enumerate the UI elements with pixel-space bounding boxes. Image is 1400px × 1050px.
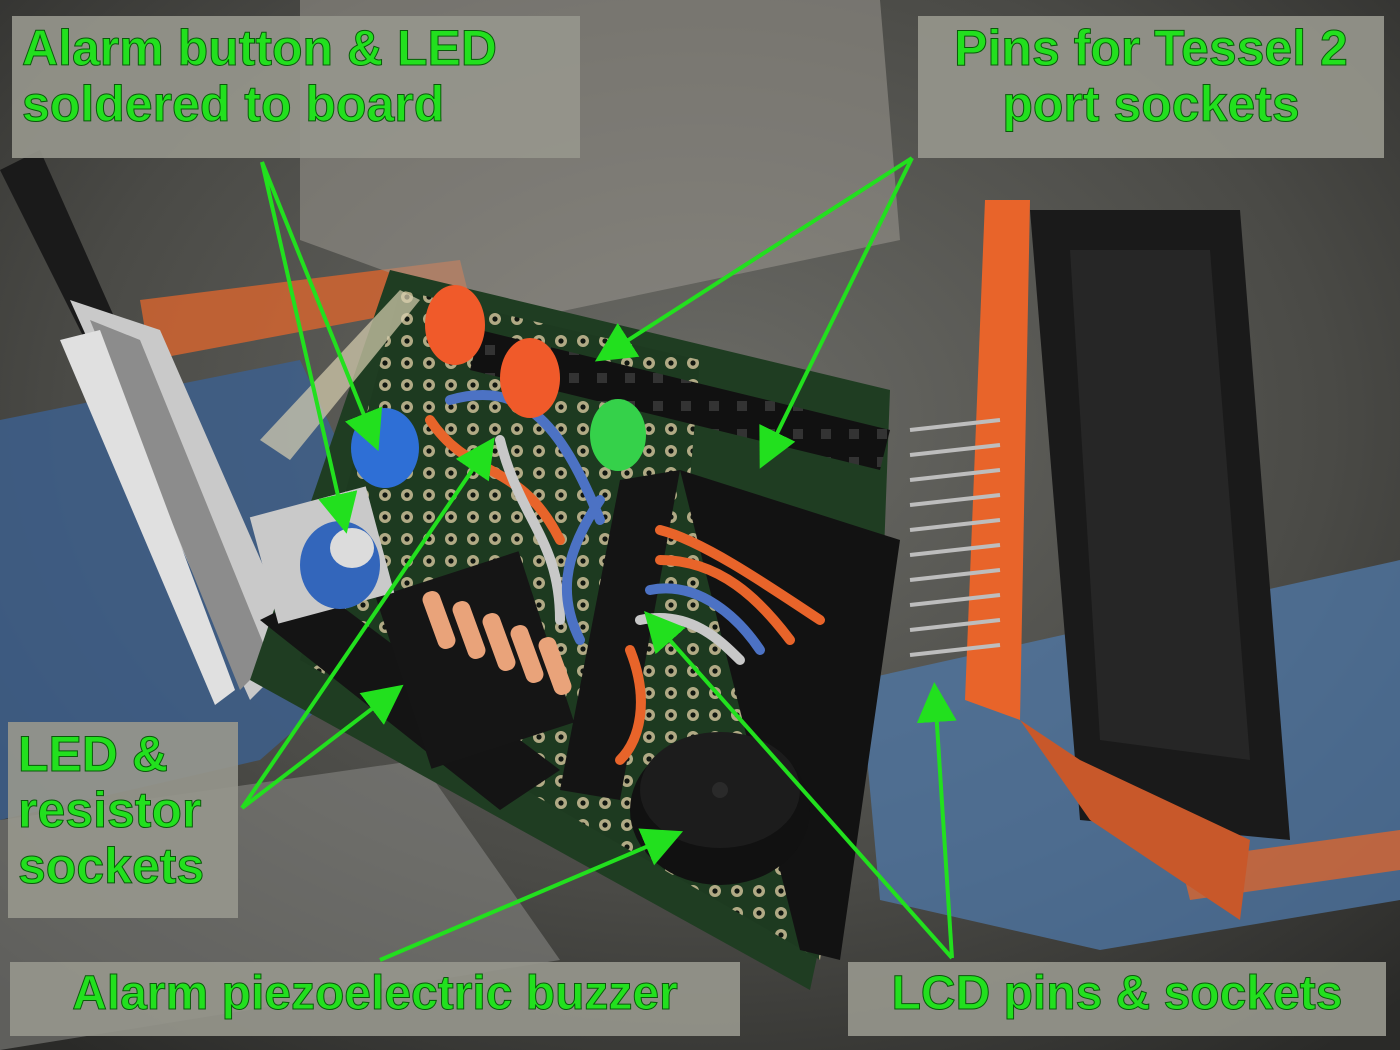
label-tessel-pins: Pins for Tessel 2 port sockets [918,16,1384,158]
blue-button-cap [351,408,419,488]
label-line: Pins for Tessel 2 [954,20,1349,77]
label-led-resistor-sockets: LED & resistor sockets [8,722,238,918]
lcd-pcb [965,200,1030,720]
lcd-module [909,200,1290,920]
label-line: LED & [18,726,169,783]
green-led [590,399,646,471]
label-line: Alarm button & LED [22,20,498,77]
label-lcd-pins-sockets: LCD pins & sockets [848,962,1386,1036]
lcd-screen [1070,250,1250,760]
lcd-header-pins [909,418,1001,657]
label-line: Alarm piezoelectric buzzer [72,967,679,1021]
label-line: resistor [18,782,202,839]
label-line: soldered to board [22,76,445,133]
header-middle [560,470,680,800]
label-alarm-button-led: Alarm button & LED soldered to board [12,16,580,158]
label-line: port sockets [1002,76,1300,133]
label-line: sockets [18,838,205,895]
label-piezo-buzzer: Alarm piezoelectric buzzer [10,962,740,1036]
lcd-lower-board [1020,720,1250,920]
piezo-buzzer [630,732,810,885]
orange-led-2 [500,338,560,418]
label-line: LCD pins & sockets [891,967,1343,1021]
orange-led-1 [425,285,485,365]
